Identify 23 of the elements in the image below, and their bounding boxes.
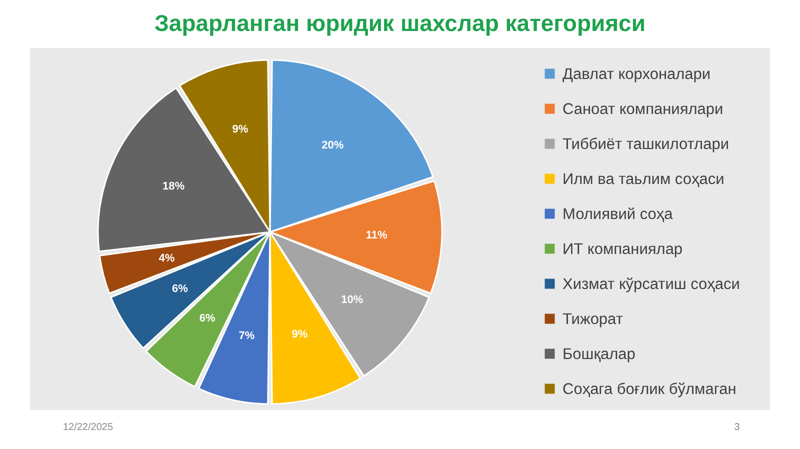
data-label: 20% (322, 140, 344, 152)
legend-label: Саноат компаниялари (562, 100, 724, 118)
legend-label: Молиявий соҳа (562, 206, 674, 223)
data-label: 6% (172, 283, 188, 296)
legend-label: Тижорат (562, 310, 623, 328)
legend-label: ИТ компаниялар (562, 240, 683, 258)
data-label: 18% (162, 180, 185, 193)
legend-label: Соҳага боғлик бўлмаган (562, 380, 736, 398)
data-label: 11% (366, 229, 388, 242)
data-label: 6% (199, 312, 216, 324)
legend-label: Давлат корхоналари (562, 66, 711, 83)
data-label: 7% (238, 330, 255, 342)
legend-label: Илм ва таьлим соҳаси (562, 170, 724, 188)
data-label: 9% (232, 124, 248, 136)
data-label: 9% (292, 328, 308, 340)
data-label: 10% (341, 294, 364, 306)
data-label: 4% (158, 252, 175, 265)
chart-title: Зарарланган юридик шахслар категорияси (154, 10, 646, 36)
text: 12/22/2025 (62, 422, 114, 433)
legend-label: Тиббиёт ташкилотлари (562, 136, 730, 153)
text: 3 (734, 422, 740, 433)
legend-label: Хизмат кўрсатиш соҳаси (562, 276, 740, 293)
legend-label: Бошқалар (562, 346, 636, 363)
